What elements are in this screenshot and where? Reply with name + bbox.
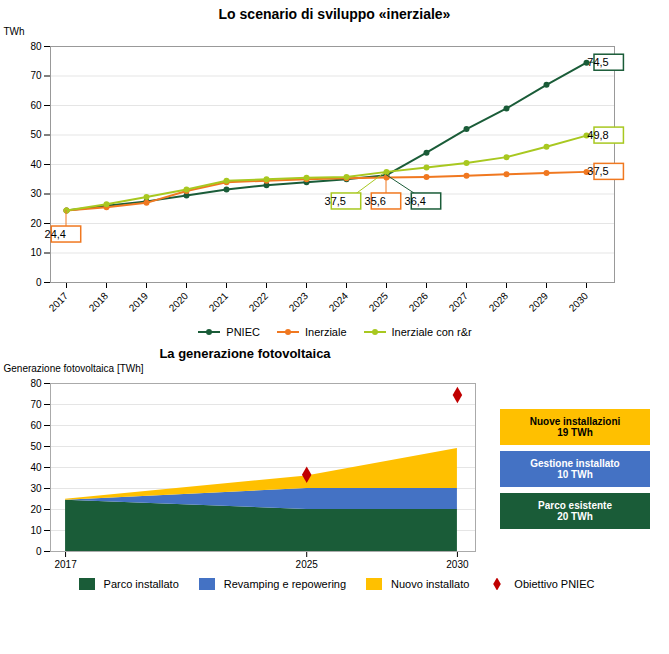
html-text:Lo scenario di sviluppo «inerz: Lo scenario di sviluppo «inerziale» [218, 6, 451, 22]
svg-text:2022: 2022 [247, 290, 271, 314]
svg-text:36,4: 36,4 [405, 195, 426, 207]
html-text:Revamping e repowering: Revamping e repowering [223, 578, 347, 590]
svg-text:2019: 2019 [127, 290, 151, 314]
svg-text:30: 30 [30, 188, 42, 199]
svg-text:60: 60 [30, 420, 42, 431]
svg-text:TWh: TWh [4, 26, 25, 37]
svg-text:2024: 2024 [327, 290, 351, 314]
svg-text:37,5: 37,5 [587, 165, 608, 177]
svg-text:2028: 2028 [487, 290, 511, 314]
svg-text:Generazione fotovoltaica [TWh]: Generazione fotovoltaica [TWh] [4, 363, 144, 374]
svg-text:10: 10 [30, 247, 42, 258]
svg-text:20: 20 [30, 218, 42, 229]
html-text:Obiettivo PNIEC: Obiettivo PNIEC [514, 578, 595, 590]
svg-text:2030: 2030 [567, 290, 591, 314]
html-text:Gestione installato 10 TWh: Gestione installato 10 TWh [530, 457, 620, 480]
svg-text:35,6: 35,6 [365, 195, 386, 207]
svg-text:2025: 2025 [367, 290, 391, 314]
svg-text:49,8: 49,8 [587, 129, 608, 141]
svg-text:40: 40 [30, 462, 42, 473]
svg-text:30: 30 [30, 483, 42, 494]
svg-text:2026: 2026 [407, 290, 431, 314]
html-text:Nuove installazioni 19 TWh: Nuove installazioni 19 TWh [529, 415, 621, 438]
html-text:Parco installato: Parco installato [103, 578, 179, 590]
svg-text:74,5: 74,5 [587, 56, 608, 68]
svg-text:2017: 2017 [47, 290, 71, 314]
html-text:Nuovo installato: Nuovo installato [391, 578, 470, 590]
svg-text:2029: 2029 [527, 290, 551, 314]
svg-text:40: 40 [30, 159, 42, 170]
svg-text:50: 50 [30, 441, 42, 452]
svg-text:50: 50 [30, 129, 42, 140]
svg-text:2020: 2020 [167, 290, 191, 314]
svg-text:2023: 2023 [287, 290, 311, 314]
svg-text:80: 80 [30, 41, 42, 52]
svg-text:10: 10 [30, 525, 42, 536]
svg-text:2017: 2017 [54, 559, 77, 570]
html-text:PNIEC: PNIEC [226, 326, 260, 338]
svg-text:70: 70 [30, 70, 42, 81]
svg-text:20: 20 [30, 504, 42, 515]
svg-text:60: 60 [30, 100, 42, 111]
svg-text:2025: 2025 [296, 559, 319, 570]
svg-text:37,5: 37,5 [325, 195, 346, 207]
svg-text:0: 0 [36, 546, 42, 557]
svg-text:24,4: 24,4 [45, 228, 66, 240]
html-text:Inerziale con r&r: Inerziale con r&r [391, 326, 472, 338]
html-text:La generazione fotovoltaica: La generazione fotovoltaica [159, 346, 331, 361]
svg-text:2018: 2018 [87, 290, 111, 314]
svg-text:2030: 2030 [446, 559, 469, 570]
html-text:Parco esistente 20 TWh: Parco esistente 20 TWh [538, 499, 612, 522]
svg-text:2027: 2027 [447, 290, 471, 314]
svg-text:0: 0 [36, 277, 42, 288]
svg-text:80: 80 [30, 378, 42, 389]
html-text:Inerziale: Inerziale [305, 326, 347, 338]
svg-text:70: 70 [30, 399, 42, 410]
svg-text:2021: 2021 [207, 290, 231, 314]
